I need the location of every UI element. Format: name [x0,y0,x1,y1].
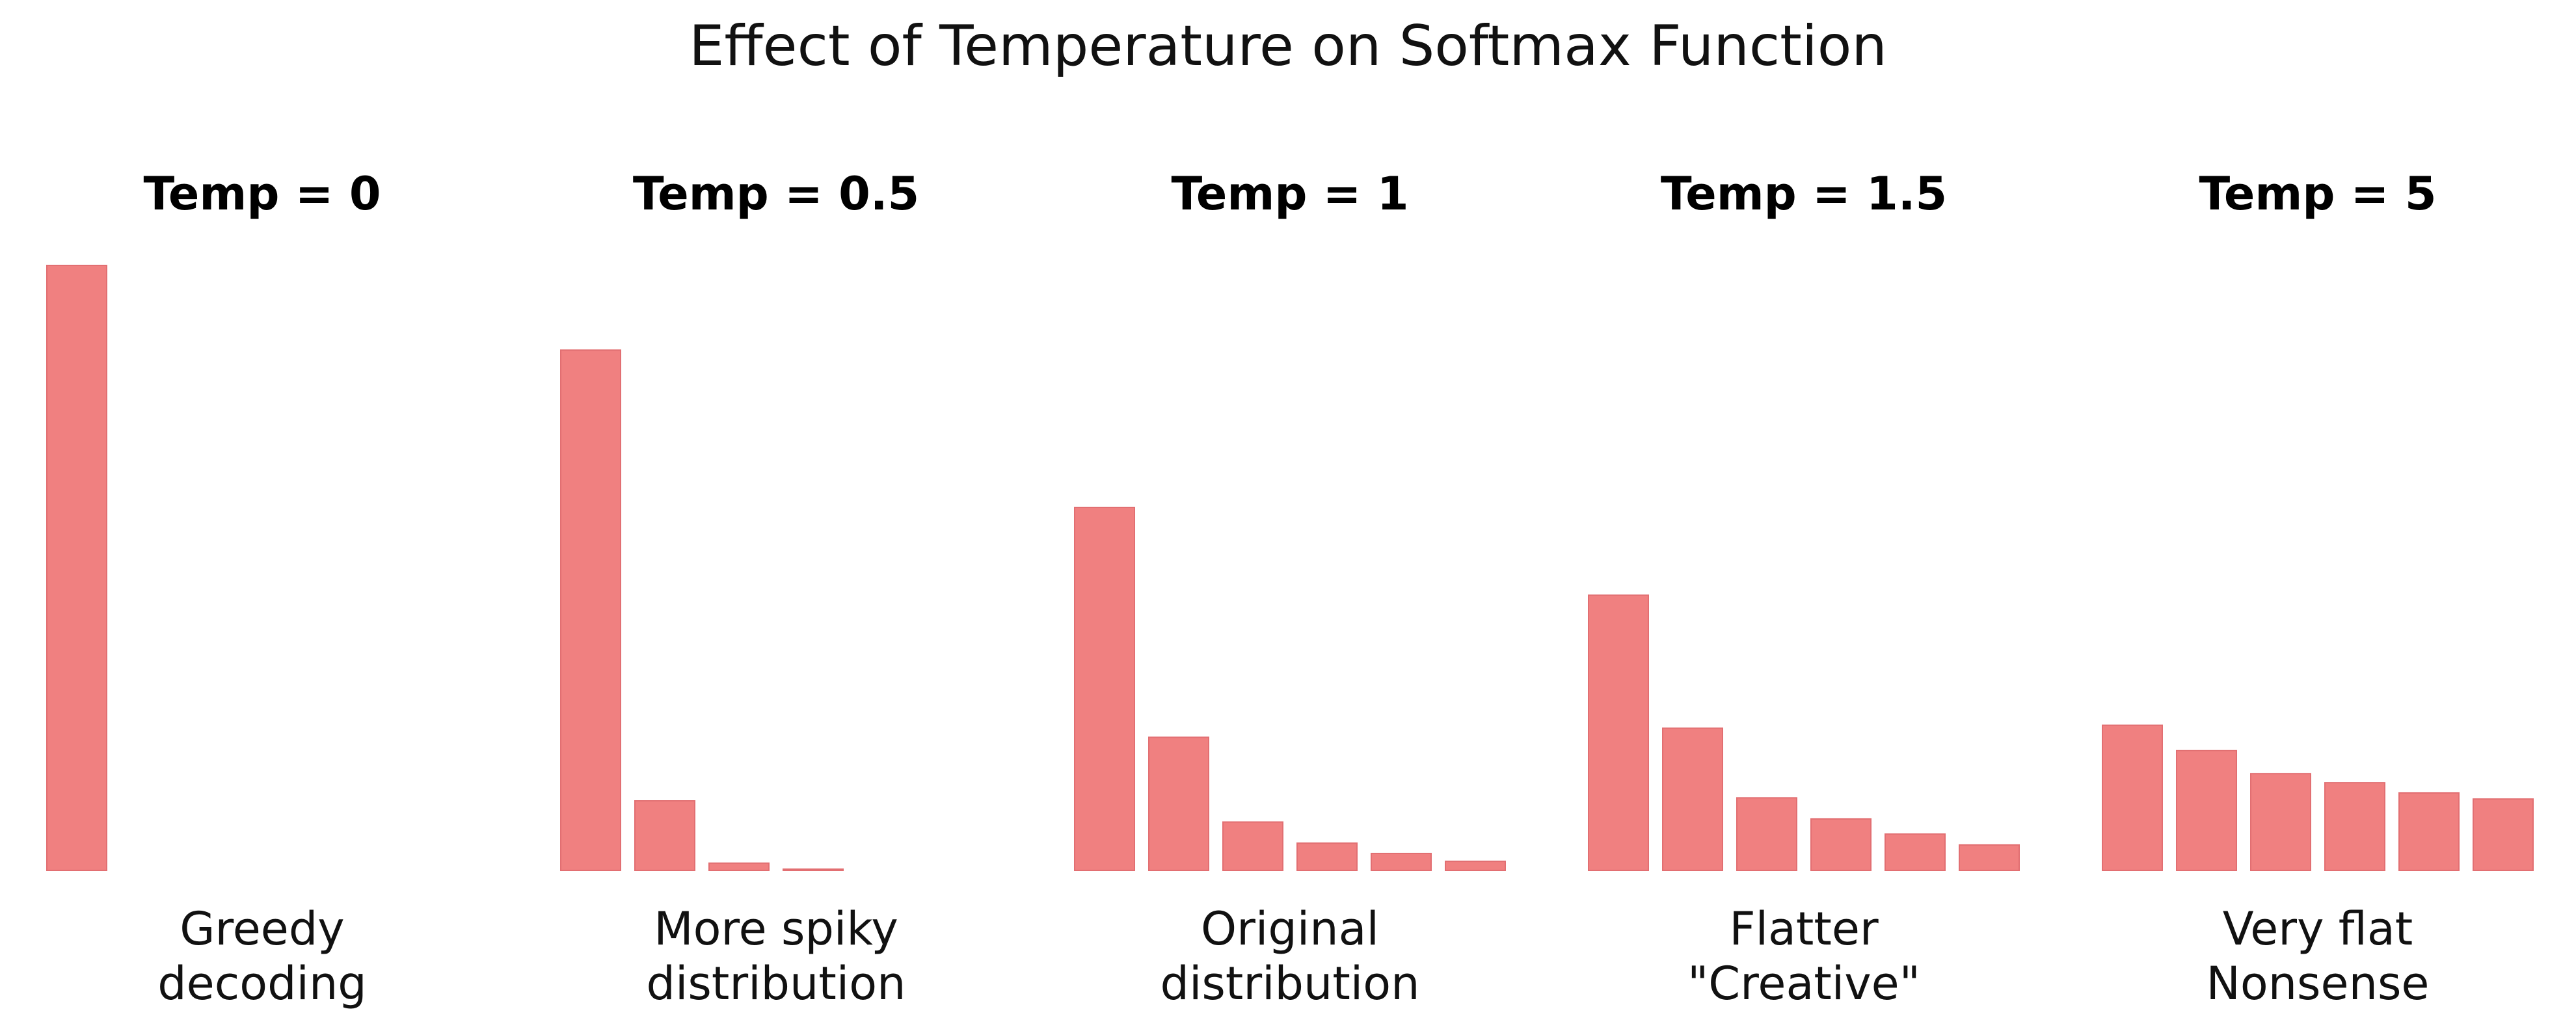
panel-caption-line: Greedy [180,902,344,956]
bar [1148,736,1209,872]
panel-caption-line: decoding [157,957,367,1010]
panel-title: Temp = 1.5 [1661,167,1947,221]
panel-caption-line: Nonsense [2207,957,2430,1010]
bar [1810,818,1872,871]
bar [1959,844,2020,871]
bar [2473,798,2534,872]
bar [46,265,107,871]
bar [2102,724,2163,872]
bar [783,868,844,872]
bar [1222,821,1283,871]
panel-caption-line: distribution [647,957,906,1010]
panel-title: Temp = 5 [2199,167,2436,221]
bar [1588,594,1649,871]
panel-title: Temp = 0.5 [633,167,919,221]
panel-title: Temp = 1 [1171,167,1408,221]
bar [1371,852,1432,871]
panel-caption-line: "Creative" [1687,957,1920,1010]
panel-caption-line: Original [1201,902,1379,956]
panel-caption-line: More spiky [654,902,898,956]
bar [1885,833,1946,871]
bar [1074,507,1135,871]
bar [2398,792,2460,871]
panel-caption-line: Very flat [2223,902,2413,956]
bar [2250,773,2311,871]
bar [634,800,695,872]
bar [560,349,621,871]
panel-title: Temp = 0 [143,167,381,221]
bar [1662,727,1723,871]
bar [2324,782,2385,872]
figure-title: Effect of Temperature on Softmax Functio… [689,14,1887,79]
bar [1445,861,1506,872]
panel-caption-line: distribution [1161,957,1420,1010]
bar [708,862,770,871]
chart-panel: Temp = 1.5 Flatter"Creative" [1588,167,2020,1010]
bar [1296,842,1358,872]
panel-caption-line: Flatter [1729,902,1879,956]
bar [2176,749,2237,871]
bar [1736,797,1797,872]
